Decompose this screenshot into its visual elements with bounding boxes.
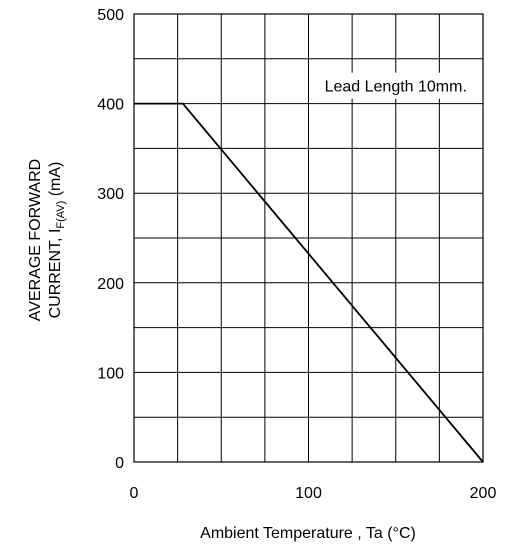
y-tick-label: 400 xyxy=(97,97,124,114)
y-axis-title-line1: AVERAGE FORWARD xyxy=(27,159,44,321)
y-axis-title-suffix: (mA) xyxy=(47,162,64,201)
y-tick-labels: 0 100 200 300 400 500 xyxy=(97,7,124,472)
y-tick-label: 0 xyxy=(115,455,124,472)
x-tick-label: 0 xyxy=(130,485,139,502)
y-axis-title-line2: CURRENT, IF(AV) (mA) xyxy=(47,162,67,319)
y-tick-label: 500 xyxy=(97,7,124,24)
x-tick-label: 100 xyxy=(295,485,322,502)
y-axis-title-prefix: CURRENT, I xyxy=(47,229,64,319)
x-axis-title: Ambient Temperature , Ta (°C) xyxy=(200,525,416,542)
y-axis-title-subscript: F(AV) xyxy=(55,201,67,229)
y-axis-title: AVERAGE FORWARD CURRENT, IF(AV) (mA) xyxy=(27,159,67,321)
annotation-lead-length: Lead Length 10mm. xyxy=(325,79,467,96)
y-tick-label: 300 xyxy=(97,186,124,203)
y-tick-label: 200 xyxy=(97,276,124,293)
y-tick-label: 100 xyxy=(97,365,124,382)
x-tick-label: 200 xyxy=(470,485,497,502)
x-tick-labels: 0 100 200 xyxy=(130,485,497,502)
